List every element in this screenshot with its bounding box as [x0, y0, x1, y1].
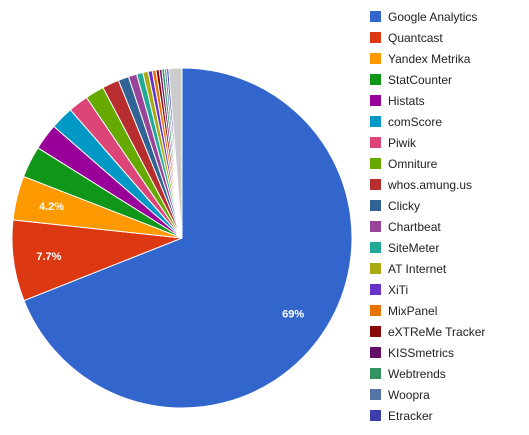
slice-data-label: 4.2%: [39, 201, 64, 213]
pie-slice-google-analytics[interactable]: [23, 67, 353, 409]
legend-item-etracker[interactable]: Etracker: [370, 409, 433, 423]
legend-label: Etracker: [388, 409, 433, 423]
legend-swatch: [370, 221, 381, 232]
legend-item-piwik[interactable]: Piwik: [370, 136, 417, 150]
legend-label: Clicky: [388, 199, 420, 213]
pie-data-labels: 69% 7.7% 4.2%: [36, 201, 304, 320]
legend-label: eXTReMe Tracker: [388, 325, 485, 339]
legend-swatch: [370, 11, 381, 22]
legend-label: Quantcast: [388, 31, 443, 45]
legend-item-comscore[interactable]: comScore: [370, 115, 442, 129]
legend-item-at-internet[interactable]: AT Internet: [370, 262, 447, 276]
legend-swatch: [370, 74, 381, 85]
legend-item-whos-amung-us[interactable]: whos.amung.us: [370, 178, 472, 192]
legend-label: XiTi: [388, 283, 408, 297]
legend-label: comScore: [388, 115, 442, 129]
legend-swatch: [370, 305, 381, 316]
legend-swatch: [370, 179, 381, 190]
legend-item-kissmetrics[interactable]: KISSmetrics: [370, 346, 454, 360]
legend-item-google-analytics[interactable]: Google Analytics: [370, 10, 477, 24]
legend-swatch: [370, 389, 381, 400]
legend-swatch: [370, 242, 381, 253]
legend-swatch: [370, 116, 381, 127]
legend-label: AT Internet: [388, 262, 447, 276]
slice-data-label: 69%: [282, 309, 304, 321]
legend-label: KISSmetrics: [388, 346, 454, 360]
slice-data-label: 7.7%: [36, 251, 61, 263]
pie-slice-other[interactable]: [168, 67, 183, 239]
legend-label: StatCounter: [388, 73, 452, 87]
legend-label: Histats: [388, 94, 425, 108]
legend-item-omniture[interactable]: Omniture: [370, 157, 438, 171]
legend-item-woopra[interactable]: Woopra: [370, 388, 430, 402]
legend-swatch: [370, 53, 381, 64]
legend-swatch: [370, 263, 381, 274]
legend-label: Woopra: [388, 388, 430, 402]
legend-item-mixpanel[interactable]: MixPanel: [370, 304, 437, 318]
legend-swatch: [370, 137, 381, 148]
legend-swatch: [370, 32, 381, 43]
legend-swatch: [370, 326, 381, 337]
legend-swatch: [370, 95, 381, 106]
pie-slices: [11, 67, 353, 409]
legend-label: Google Analytics: [388, 10, 477, 24]
legend-item-statcounter[interactable]: StatCounter: [370, 73, 452, 87]
legend-item-webtrends[interactable]: Webtrends: [370, 367, 446, 381]
legend-swatch: [370, 200, 381, 211]
legend-item-quantcast[interactable]: Quantcast: [370, 31, 443, 45]
legend-swatch: [370, 284, 381, 295]
legend-swatch: [370, 347, 381, 358]
legend-label: Omniture: [388, 157, 438, 171]
legend-label: MixPanel: [388, 304, 437, 318]
legend-item-histats[interactable]: Histats: [370, 94, 425, 108]
legend-label: Chartbeat: [388, 220, 441, 234]
legend-label: Yandex Metrika: [388, 52, 471, 66]
legend-item-chartbeat[interactable]: Chartbeat: [370, 220, 441, 234]
legend-label: Piwik: [388, 136, 417, 150]
legend-label: whos.amung.us: [387, 178, 472, 192]
legend-swatch: [370, 158, 381, 169]
legend-swatch: [370, 368, 381, 379]
legend-item-xiti[interactable]: XiTi: [370, 283, 408, 297]
legend-swatch: [370, 410, 381, 421]
legend-item-extreme-tracker[interactable]: eXTReMe Tracker: [370, 325, 485, 339]
legend: Google Analytics Quantcast Yandex Metrika S…: [370, 10, 485, 423]
legend-item-clicky[interactable]: Clicky: [370, 199, 420, 213]
legend-item-sitemeter[interactable]: SiteMeter: [370, 241, 439, 255]
legend-item-yandex-metrika[interactable]: Yandex Metrika: [370, 52, 471, 66]
legend-label: Webtrends: [388, 367, 446, 381]
legend-label: SiteMeter: [388, 241, 439, 255]
